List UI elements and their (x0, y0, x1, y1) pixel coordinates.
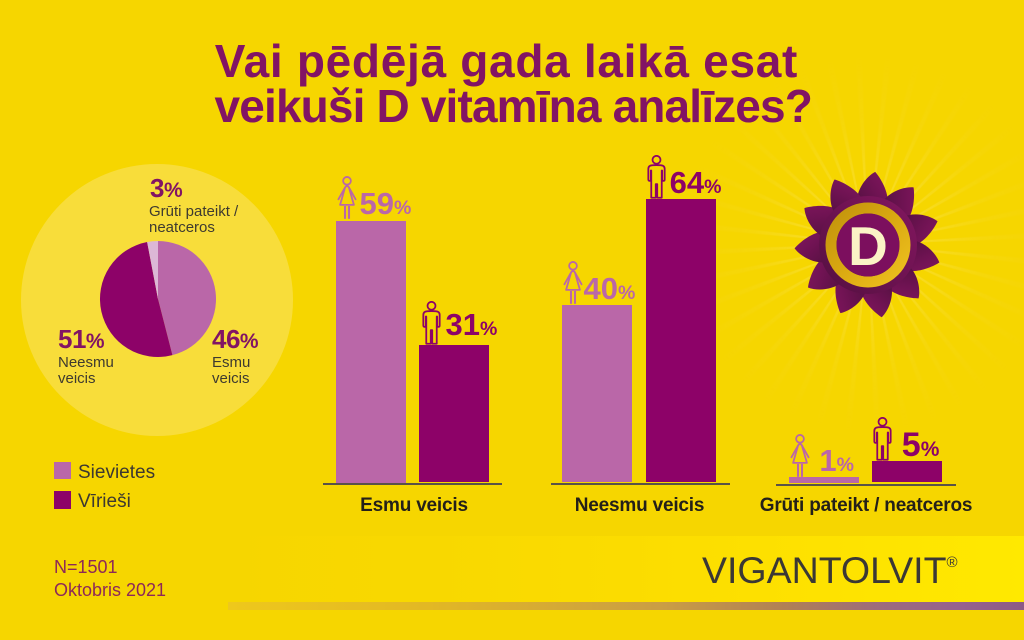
svg-text:D: D (848, 215, 888, 277)
